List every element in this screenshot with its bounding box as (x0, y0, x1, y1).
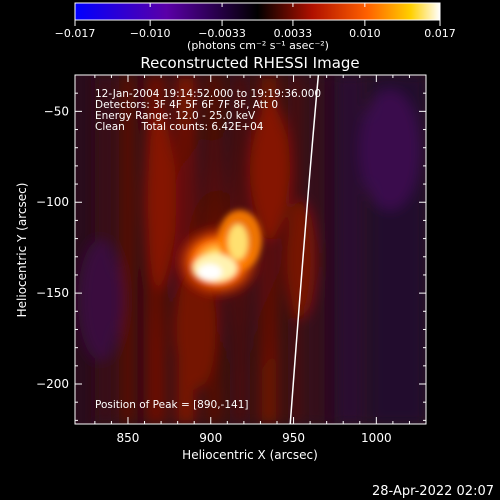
colorbar (74, 2, 441, 21)
x-axis-label: Heliocentric X (arcsec) (182, 448, 318, 462)
solar-limb-line (289, 75, 320, 424)
peak-position-label: Position of Peak = [890,-141] (95, 399, 249, 411)
colorbar-tick-label: −0.017 (55, 27, 96, 40)
chart-title: Reconstructed RHESSI Image (140, 54, 359, 72)
colorbar-tick-label: −0.0033 (198, 27, 246, 40)
y-tick-label: −50 (44, 104, 69, 118)
y-axis-label: Heliocentric Y (arcsec) (15, 183, 29, 318)
heatmap-image (75, 75, 426, 424)
x-tick-label: 1000 (361, 431, 392, 445)
x-tick-label: 850 (117, 431, 140, 445)
colorbar-tick-label: −0.010 (130, 27, 171, 40)
y-tick-label: −100 (36, 195, 69, 209)
colorbar-ticks: −0.017 −0.010 −0.0033 0.0033 0.010 0.017 (55, 3, 456, 40)
x-tick-label: 900 (199, 431, 222, 445)
info-block: 12-Jan-2004 19:14:52.000 to 19:19:36.000… (95, 88, 321, 133)
y-tick-label: −200 (36, 377, 69, 391)
info-line-counts: Clean Total counts: 6.42E+04 (95, 121, 264, 133)
colorbar-tick-label: 0.010 (349, 27, 381, 40)
info-line-energy: Energy Range: 12.0 - 25.0 keV (95, 110, 256, 122)
colorbar-tick-label: 0.017 (424, 27, 456, 40)
info-line-detectors: Detectors: 3F 4F 5F 6F 7F 8F, Att 0 (95, 99, 278, 111)
info-line-time: 12-Jan-2004 19:14:52.000 to 19:19:36.000 (95, 88, 321, 100)
colorbar-tick-label: 0.0033 (274, 27, 313, 40)
colorbar-unit-label: (photons cm⁻² s⁻¹ asec⁻²) (187, 39, 329, 52)
y-tick-label: −150 (36, 286, 69, 300)
axis-ticks: 850 900 950 1000 −50 −100 −150 −200 (36, 75, 426, 445)
x-tick-label: 950 (282, 431, 305, 445)
footer-date: 28-Apr-2022 02:07 (372, 484, 494, 499)
plot-frame (74, 74, 427, 425)
